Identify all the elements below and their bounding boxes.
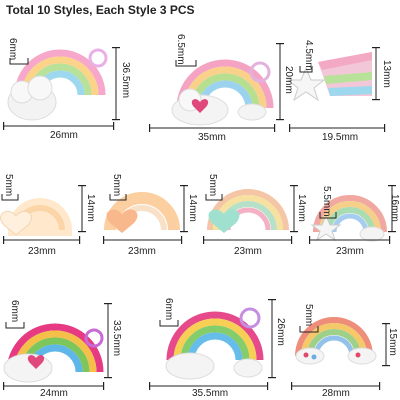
width-label-2: 35mm bbox=[198, 132, 226, 143]
height-label-1: 36.5mm bbox=[120, 62, 131, 99]
peach-rainbow-charm-4 bbox=[0, 198, 72, 236]
glitter-rainbow-charm-10 bbox=[295, 317, 377, 365]
width-label-1: 26mm bbox=[50, 130, 78, 141]
width-label-9: 35.5mm bbox=[192, 388, 229, 399]
height-label-10: 15mm bbox=[387, 328, 398, 356]
thickness-label-5: 5mm bbox=[111, 174, 122, 197]
shooting-star-charm-3 bbox=[286, 52, 372, 102]
height-label-5: 14mm bbox=[187, 194, 198, 222]
width-label-8: 24mm bbox=[40, 388, 68, 399]
mint-rainbow-charm-6 bbox=[207, 189, 289, 233]
rainbow-charm-1 bbox=[7, 48, 108, 121]
bold-rainbow-charm-8 bbox=[3, 323, 104, 383]
page-title: Total 10 Styles, Each Style 3 PCS bbox=[6, 3, 195, 17]
thickness-label-9: 6mm bbox=[163, 298, 174, 321]
thickness-label-1: 6mm bbox=[7, 38, 18, 61]
thickness-label-6: 5mm bbox=[207, 174, 218, 197]
height-label-2: 20mm bbox=[283, 66, 294, 94]
thickness-label-10: 5mm bbox=[303, 304, 314, 327]
width-label-3: 19.5mm bbox=[322, 132, 359, 143]
width-label-10: 28mm bbox=[322, 388, 350, 399]
width-label-5: 23mm bbox=[128, 246, 156, 257]
height-label-6: 14mm bbox=[296, 194, 307, 222]
large-rainbow-charm-9 bbox=[165, 307, 264, 380]
height-label-7: 16mm bbox=[389, 194, 400, 222]
height-dimension-lines bbox=[78, 43, 396, 379]
height-label-4: 14mm bbox=[85, 194, 96, 222]
thickness-label-2: 6.5mm bbox=[175, 34, 186, 65]
width-label-4: 23mm bbox=[28, 246, 56, 257]
orange-rainbow-charm-5 bbox=[104, 192, 180, 233]
thickness-label-7: 5.5mm bbox=[321, 186, 332, 217]
height-label-8: 33.5mm bbox=[111, 320, 122, 357]
glitter-rainbow-charm-7 bbox=[310, 195, 387, 242]
width-dimension-lines bbox=[3, 122, 391, 390]
width-label-7: 23mm bbox=[336, 246, 364, 257]
width-label-6: 23mm bbox=[234, 246, 262, 257]
thickness-brackets bbox=[1, 58, 337, 333]
thickness-label-3: 4.5mm bbox=[303, 40, 314, 71]
height-label-3: 13mm bbox=[381, 60, 392, 88]
thickness-label-4: 5mm bbox=[3, 174, 14, 197]
rainbow-charm-2 bbox=[171, 59, 274, 126]
thickness-label-8: 6mm bbox=[9, 300, 20, 323]
height-label-9: 26mm bbox=[275, 318, 286, 346]
